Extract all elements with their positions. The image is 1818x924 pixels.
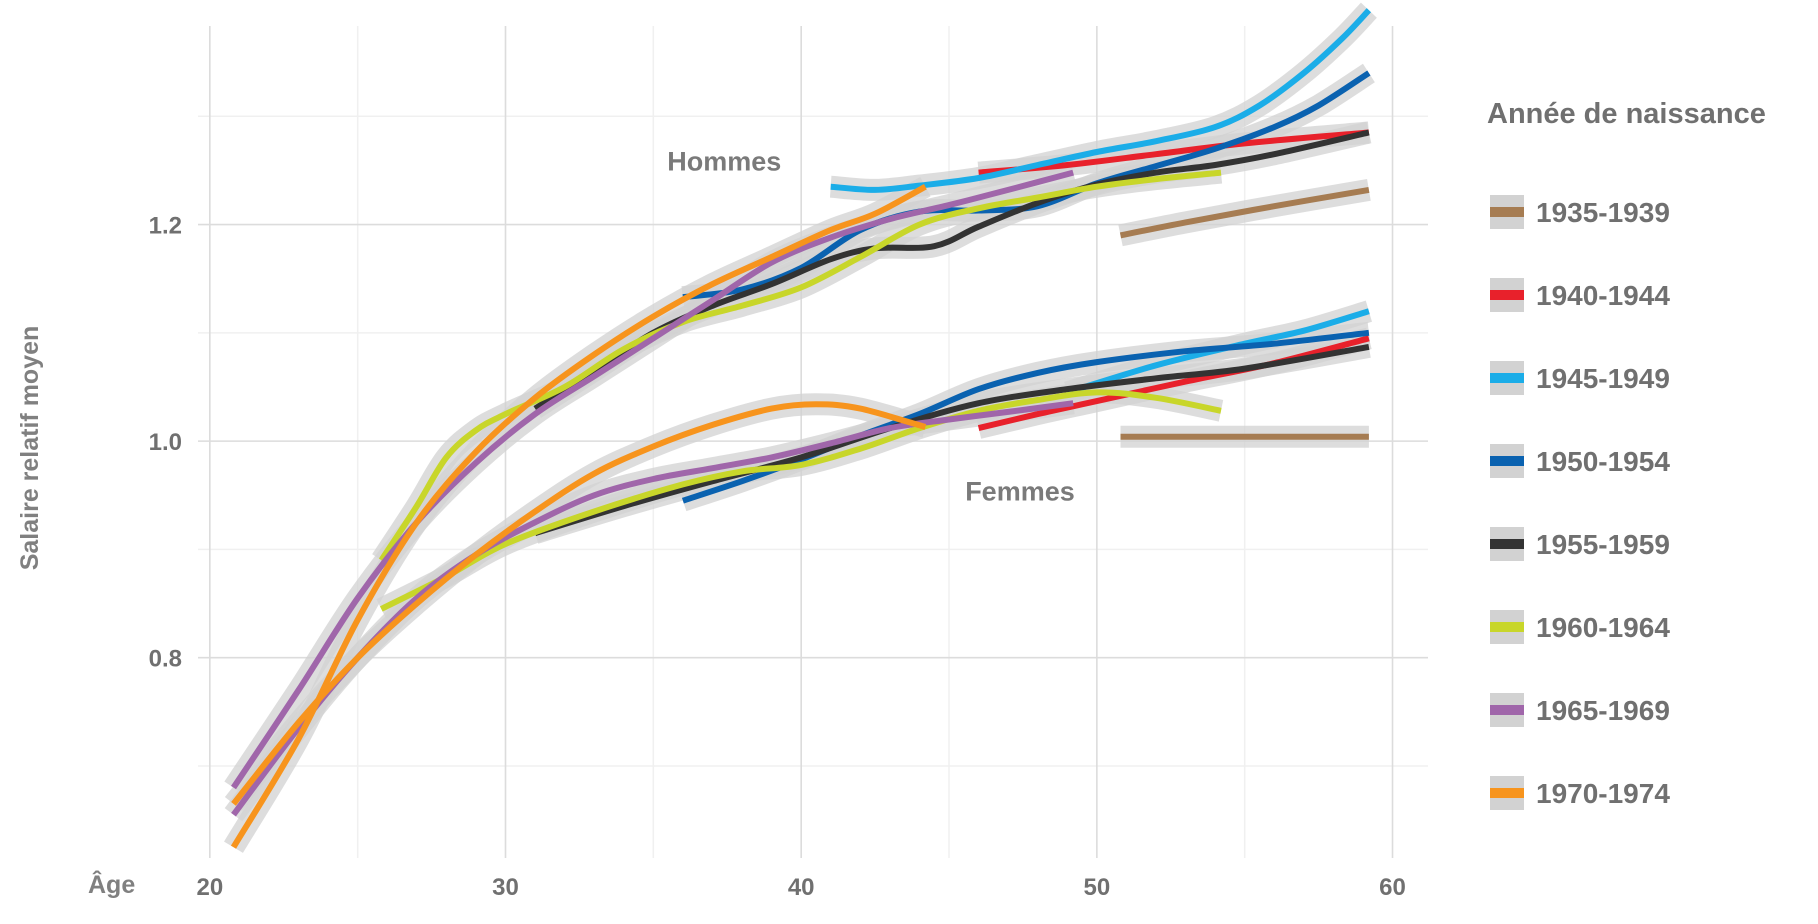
legend-item: 1960-1964	[1490, 610, 1670, 644]
y-tick-labels: 0.8 1.0 1.2	[149, 213, 182, 673]
y-tick-label: 0.8	[149, 646, 182, 673]
y-tick-label: 1.2	[149, 213, 182, 240]
series-line-femmes-1955-1959	[534, 343, 1370, 537]
legend-item: 1940-1944	[1490, 278, 1670, 312]
x-tick-label: 60	[1379, 874, 1406, 901]
legend-label: 1970-1974	[1536, 778, 1670, 809]
legend-swatch	[1490, 373, 1524, 383]
legend-item: 1955-1959	[1490, 527, 1670, 561]
legend-swatch	[1490, 290, 1524, 300]
y-axis-title: Salaire relatif moyen	[16, 326, 44, 571]
series-line-hommes-1935-1939	[1119, 186, 1370, 239]
legend-swatch	[1490, 705, 1524, 715]
series-line-hommes-1950-1954	[682, 70, 1371, 301]
legend-title: Année de naissance	[1487, 98, 1766, 130]
legend-item: 1935-1939	[1490, 195, 1670, 229]
series-line-femmes-1960-1964	[379, 389, 1222, 612]
annotation-label: Femmes	[965, 477, 1075, 507]
legend-item: 1970-1974	[1490, 776, 1670, 810]
legend-swatch	[1490, 207, 1524, 217]
x-tick-label: 20	[196, 874, 223, 901]
legend-label: 1940-1944	[1536, 280, 1670, 311]
legend-swatch	[1490, 622, 1524, 632]
x-tick-labels: 20 30 40 50 60	[196, 874, 1405, 901]
x-axis-title: Âge	[88, 869, 135, 899]
series-lines	[230, 8, 1372, 849]
annotations: Hommes Femmes	[667, 146, 1074, 506]
legend-item: 1945-1949	[1490, 361, 1670, 395]
x-tick-label: 30	[492, 874, 519, 901]
legend-swatch	[1490, 456, 1524, 466]
series-line-femmes-1970-1974	[231, 401, 927, 806]
legend-label: 1955-1959	[1536, 529, 1670, 560]
legend-label: 1960-1964	[1536, 612, 1670, 643]
series-line-hommes-1940-1944	[978, 129, 1370, 176]
legend: 1935-1939 1940-1944 1945-1949 1950-1954 1955…	[1490, 195, 1670, 810]
series-line-hommes-1970-1974	[230, 184, 927, 849]
x-tick-label: 40	[788, 874, 815, 901]
legend-item: 1965-1969	[1490, 693, 1670, 727]
legend-swatch	[1490, 539, 1524, 549]
x-tick-label: 50	[1083, 874, 1110, 901]
legend-label: 1965-1969	[1536, 695, 1670, 726]
legend-label: 1945-1949	[1536, 363, 1670, 394]
series-line-hommes-1965-1969	[231, 169, 1074, 790]
legend-item: 1950-1954	[1490, 444, 1670, 478]
series-line-hommes-1945-1949	[830, 8, 1372, 193]
legend-label: 1950-1954	[1536, 446, 1670, 477]
series-line-hommes-1960-1964	[378, 169, 1222, 562]
legend-label: 1935-1939	[1536, 197, 1670, 228]
annotation-label: Hommes	[667, 146, 781, 176]
legend-swatch	[1490, 788, 1524, 798]
y-tick-label: 1.0	[149, 429, 182, 456]
